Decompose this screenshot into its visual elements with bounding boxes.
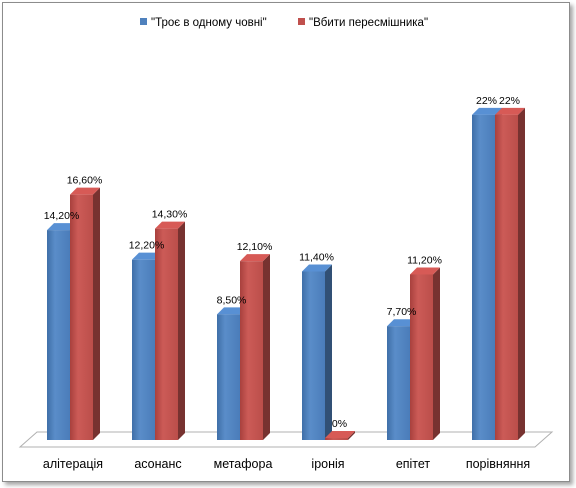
category-label: порівняння [466,457,530,471]
category-label: алітерація [43,457,103,471]
bar [70,194,93,440]
bar-top [70,187,100,195]
bar [217,314,240,440]
category-label: метафора [214,457,273,471]
data-label: 11,40% [299,252,334,264]
legend: "Троє в одному човні" "Вбити пересмішника… [140,17,428,29]
category-label: іронія [311,457,344,471]
bar [155,228,178,440]
data-labels-group: 14,20% 16,60% 12,20% 14,30% 8,50% 12,10% 11,40… [44,95,520,430]
bar-side [178,221,185,440]
bar-side [518,107,525,441]
bar-top [47,223,77,231]
bar [132,259,155,440]
data-label: 14,30% [152,209,188,221]
legend-swatch [298,18,305,25]
bar-side [348,431,355,440]
bar-side [93,187,100,440]
data-label: 8,50% [217,294,247,306]
legend-swatch [140,18,147,25]
bar-top [387,319,417,327]
data-label: 22% [476,95,497,107]
bar-top [132,252,162,260]
bar-side [325,264,332,440]
bar-top [325,431,355,438]
legend-label: "Троє в одному човні" [151,17,267,29]
bar-top [410,267,440,275]
bar [387,326,410,440]
bar-side [263,254,270,440]
data-label: 7,70% [387,306,417,318]
bar [472,114,495,441]
bar-top [155,221,185,229]
data-label: 14,20% [44,210,80,222]
bar [495,114,518,441]
bars-group [47,107,525,441]
bar [240,261,263,440]
bar [410,274,433,440]
data-label: 12,10% [237,241,273,253]
bar-top [302,264,332,272]
data-label: 0% [332,418,347,430]
category-label: епітет [396,457,431,471]
data-label: 16,60% [67,175,103,187]
bar [47,230,70,440]
bar [302,271,325,440]
data-label: 11,20% [407,254,442,266]
bar-top [240,254,270,262]
chart-floor-plane [18,431,554,448]
bar-top [217,307,247,315]
data-label: 12,20% [129,240,165,252]
bar-top [495,107,525,115]
data-label: 22% [499,95,520,107]
bar-side [433,267,440,440]
legend-label: "Вбити пересмішника" [309,17,428,29]
bar-top [472,107,502,115]
bar [325,438,348,440]
chart-floor [18,431,554,448]
category-label: асонанс [134,457,181,471]
category-labels-group: алітерація асонанс метафора іронія епітет пор… [43,457,530,471]
